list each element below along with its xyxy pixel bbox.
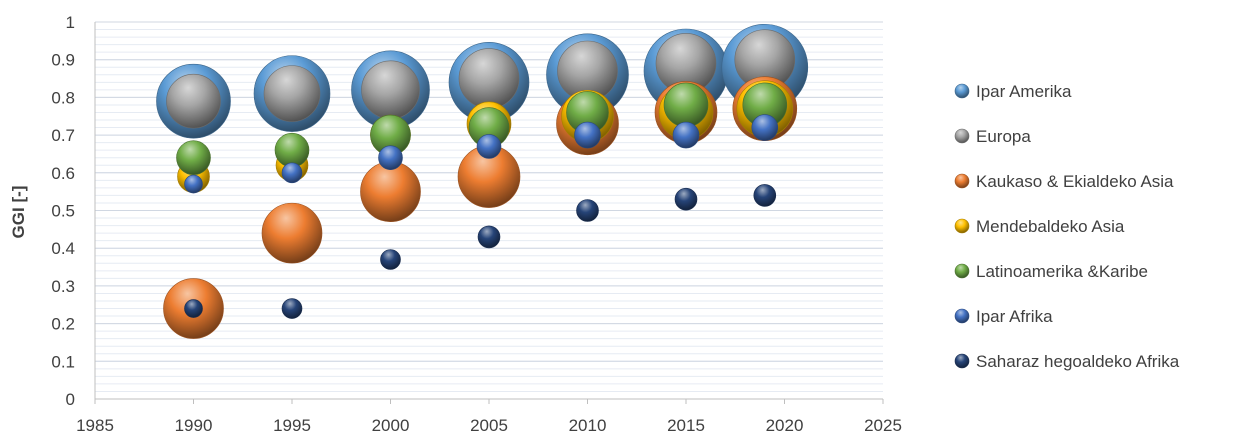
bubble-1-0 [166,73,221,129]
x-tick-label: 2025 [864,416,902,435]
legend-label: Latinoamerika &Karibe [976,262,1148,281]
y-axis-title: GGI [-] [9,186,28,239]
y-tick-label: 0.9 [51,51,75,70]
bubble-5-3 [476,134,502,159]
legend: Ipar Amerika Europa Kaukaso & Ekialdeko As… [954,82,1180,371]
bubble-4-0 [176,140,211,176]
legend-marker [954,308,970,324]
bubble-5-6 [751,114,779,141]
bubble-5-4 [574,121,601,149]
axes: GGI [-] 0 0.1 0.2 0.3 0.4 0.5 0.6 0.7 0.8 0.9 1 198… [9,13,902,435]
legend-marker [954,173,970,189]
legend-marker [954,128,970,144]
legend-marker [954,353,970,369]
x-tick-label: 1985 [76,416,114,435]
y-tick-label: 0.8 [51,88,75,107]
bubble-5-0 [184,174,203,194]
bubble-1-3 [458,48,520,109]
legend-marker [954,83,970,99]
y-tick-label: 0.3 [51,277,75,296]
bubble-5-5 [672,121,700,149]
y-tick-label: 0.2 [51,315,75,334]
bubble-5-2 [378,145,403,171]
y-tick-label: 1 [66,13,75,32]
bubble-6-3 [477,225,501,249]
bubble-2-1 [261,202,323,264]
bubble-6-4 [576,199,599,222]
y-tick-label: 0.5 [51,202,75,221]
x-tick-label: 2005 [470,416,508,435]
x-tick-label: 2000 [372,416,410,435]
bubble-6-2 [380,249,401,270]
bubbles [156,23,809,339]
bubble-6-1 [281,298,303,319]
bubble-6-0 [184,299,203,318]
y-tick-label: 0.1 [51,352,75,371]
legend-marker [954,218,970,234]
bubble-4-1 [274,132,310,168]
bubble-1-2 [361,60,420,120]
y-tick-label: 0.6 [51,164,75,183]
bubble-6-6 [753,184,777,207]
y-tick-label: 0.7 [51,126,75,145]
x-tick-label: 1995 [273,416,311,435]
legend-label: Ipar Afrika [976,307,1053,326]
bubble-6-5 [674,187,698,211]
legend-label: Europa [976,127,1031,146]
legend-label: Kaukaso & Ekialdeko Asia [976,172,1174,191]
x-tick-label: 2020 [766,416,804,435]
y-tick-label: 0 [66,390,75,409]
y-tick-label: 0.4 [51,239,75,258]
x-tick-label: 1990 [175,416,213,435]
legend-marker [954,263,970,279]
legend-label: Ipar Amerika [976,82,1072,101]
legend-label: Saharaz hegoaldeko Afrika [976,352,1180,371]
bubble-2-2 [360,161,421,222]
x-tick-label: 2010 [569,416,607,435]
bubble-1-1 [263,65,321,122]
x-tick-label: 2015 [667,416,705,435]
bubble-5-1 [281,162,303,184]
bubble-4-5 [663,82,709,128]
legend-label: Mendebaldeko Asia [976,217,1125,236]
